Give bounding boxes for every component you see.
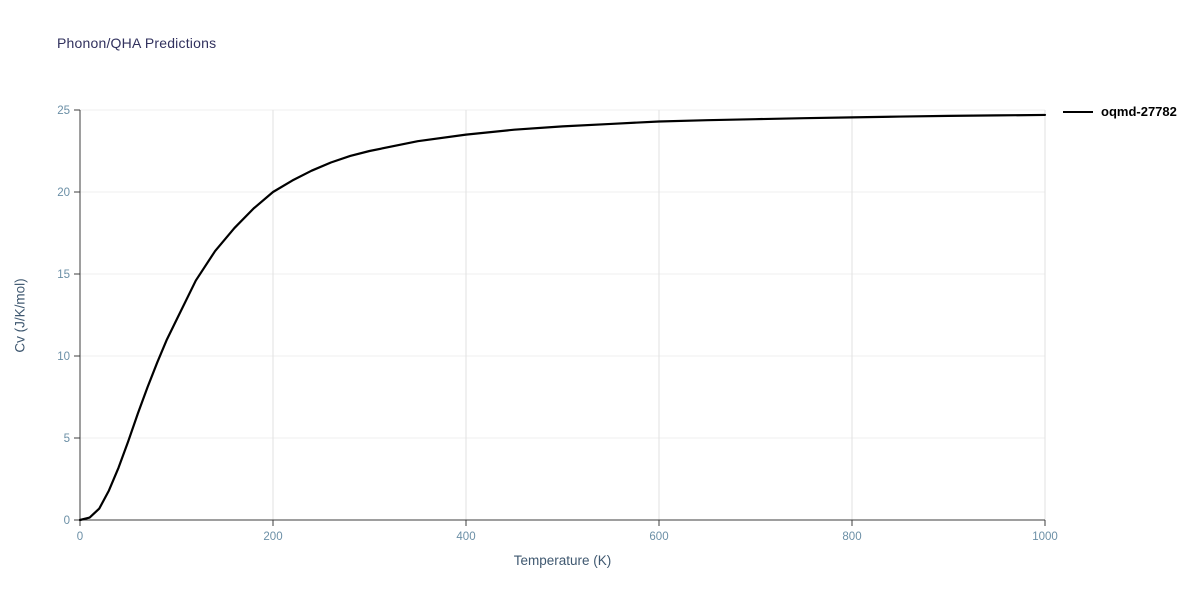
x-tick-label: 600 bbox=[649, 531, 668, 543]
y-axis-label: Cv (J/K/mol) bbox=[12, 278, 28, 353]
y-tick-label: 15 bbox=[57, 269, 70, 281]
x-tick-label: 0 bbox=[77, 531, 83, 543]
y-tick-label: 20 bbox=[57, 187, 70, 199]
x-axis-label: Temperature (K) bbox=[513, 553, 612, 568]
x-tick-label: 800 bbox=[842, 531, 861, 543]
x-tick-label: 1000 bbox=[1032, 531, 1058, 543]
y-tick-label: 25 bbox=[57, 105, 70, 117]
x-tick-label: 400 bbox=[456, 531, 475, 543]
legend-line-sample-icon bbox=[1063, 110, 1093, 113]
y-tick-label: 10 bbox=[57, 351, 70, 363]
y-tick-label: 0 bbox=[64, 515, 70, 527]
legend-series-label: oqmd-27782 bbox=[1101, 104, 1177, 119]
chart-title: Phonon/QHA Predictions bbox=[57, 35, 217, 51]
x-tick-label: 200 bbox=[263, 531, 282, 543]
legend[interactable]: oqmd-27782 bbox=[1063, 104, 1177, 119]
series-line-oqmd-27782 bbox=[78, 113, 1047, 522]
y-tick-label: 5 bbox=[64, 433, 70, 445]
